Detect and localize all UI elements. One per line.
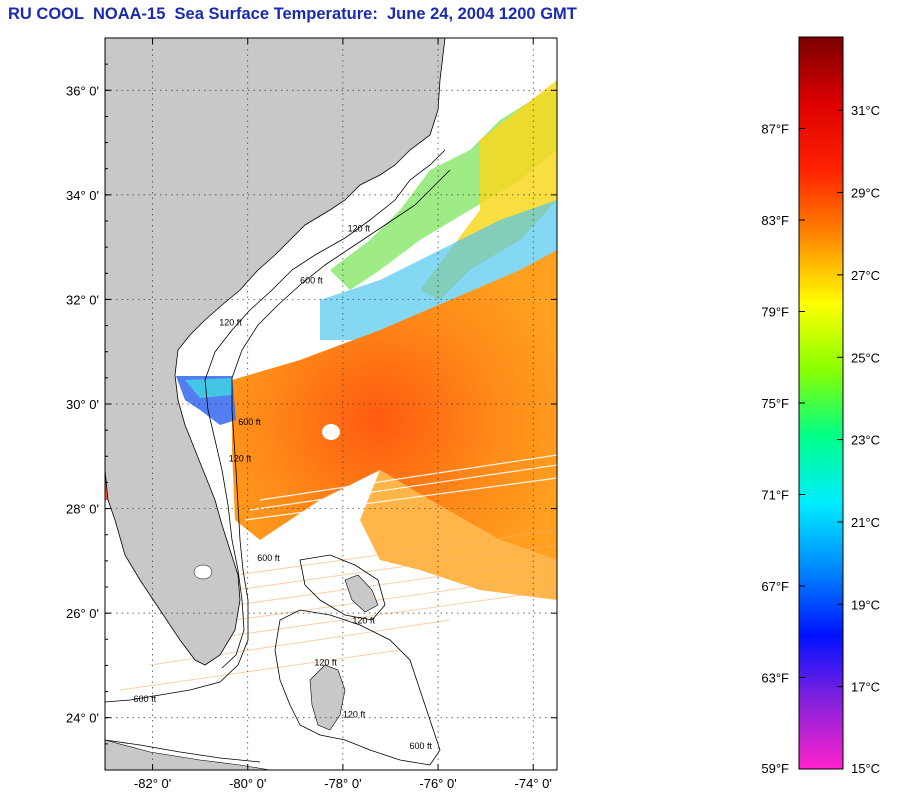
contour-label: 120 ft — [348, 223, 371, 233]
contour-label: 600 ft — [257, 553, 280, 563]
land-cuba-fragment — [105, 739, 271, 770]
colorbar-fahrenheit-labels: 87°F 83°F 79°F 75°F 71°F 67°F 63°F 59°F — [761, 122, 789, 777]
colorbar-f-label: 59°F — [761, 761, 789, 776]
land-lake-okeechobee-gap — [193, 564, 213, 580]
contour-120ft — [204, 149, 446, 669]
longitude-labels: -82° 0' -80° 0' -78° 0' -76° 0' -74° 0' — [134, 776, 552, 791]
lat-tick-label: 24° 0' — [66, 711, 99, 726]
axis-ticks — [105, 37, 557, 771]
contour-label: 120 ft — [343, 710, 366, 720]
lon-tick-label: -76° 0' — [419, 776, 456, 791]
colorbar-c-label: 31°C — [851, 103, 880, 118]
contour-label: 600 ft — [238, 417, 261, 427]
map-panel: 120 ft 600 ft 120 ft 600 ft 120 ft 600 ft 120 … — [105, 38, 557, 770]
colorbar-c-label: 19°C — [851, 597, 880, 612]
colorbar-gradient — [798, 36, 844, 770]
bathymetry-contours — [105, 149, 451, 766]
lat-tick-label: 34° 0' — [66, 188, 99, 203]
colorbar-f-label: 87°F — [761, 122, 789, 137]
contour-label: 600 ft — [134, 694, 157, 704]
sst-field — [105, 80, 557, 691]
lat-tick-label: 28° 0' — [66, 502, 99, 517]
land — [105, 38, 446, 770]
contour-label: 120 ft — [314, 657, 337, 667]
sst-cyan-band — [320, 200, 557, 340]
colorbar-c-label: 27°C — [851, 268, 880, 283]
contour-label: 600 ft — [300, 276, 323, 286]
contour-label: 120 ft — [352, 616, 375, 626]
colorbar-f-label: 79°F — [761, 305, 789, 320]
lon-tick-label: -74° 0' — [515, 776, 552, 791]
lat-tick-label: 32° 0' — [66, 292, 99, 307]
lon-tick-label: -80° 0' — [229, 776, 266, 791]
colorbar-c-label: 21°C — [851, 515, 880, 530]
colorbar-c-label: 25°C — [851, 350, 880, 365]
contour-bahamas-north — [299, 554, 386, 621]
lat-tick-label: 26° 0' — [66, 606, 99, 621]
sst-gulf-stream — [232, 250, 557, 560]
contour-label: 120 ft — [219, 318, 242, 328]
scan-streaks-white — [244, 454, 557, 521]
lon-tick-label: -82° 0' — [134, 776, 171, 791]
lon-tick-label: -78° 0' — [324, 776, 361, 791]
map-title: RU COOL NOAA-15 Sea Surface Temperature:… — [8, 5, 577, 23]
land-bahamas-abaco — [344, 574, 379, 613]
colorbar-c-label: 23°C — [851, 433, 880, 448]
lat-tick-label: 30° 0' — [66, 397, 99, 412]
colorbar-c-label: 17°C — [851, 680, 880, 695]
colorbar-f-label: 75°F — [761, 396, 789, 411]
sst-amber-south — [360, 470, 557, 600]
colorbar-f-label: 63°F — [761, 671, 789, 686]
land-southeast-us — [105, 38, 446, 666]
land-bahamas-andros — [309, 664, 346, 731]
latitude-labels: 36° 0' 34° 0' 32° 0' 30° 0' 28° 0' 26° 0' 24° … — [66, 83, 99, 725]
colorbar-c-label: 15°C — [851, 761, 880, 776]
contour-keys — [105, 739, 261, 763]
cloud-gap — [322, 424, 340, 440]
colorbar: 87°F 83°F 79°F 75°F 71°F 67°F 63°F 59°F 31°C 29°… — [761, 36, 880, 777]
contour-label: 120 ft — [229, 454, 252, 464]
contour-600ft — [105, 169, 451, 703]
colorbar-f-label: 67°F — [761, 579, 789, 594]
colorbar-c-label: 29°C — [851, 186, 880, 201]
colorbar-f-label: 83°F — [761, 213, 789, 228]
contour-labels: 120 ft 600 ft 120 ft 600 ft 120 ft 600 ft 120 … — [134, 223, 433, 751]
colorbar-ticks — [799, 109, 843, 770]
contour-bahamas-outer — [274, 609, 441, 766]
lat-tick-label: 36° 0' — [66, 83, 99, 98]
sst-teal-coastal-patch — [185, 378, 232, 398]
colorbar-celsius-labels: 31°C 29°C 27°C 25°C 23°C 21°C 19°C 17°C 15°C — [851, 103, 880, 776]
contour-label: 600 ft — [410, 741, 433, 751]
graticule — [105, 38, 557, 770]
colorbar-f-label: 71°F — [761, 488, 789, 503]
